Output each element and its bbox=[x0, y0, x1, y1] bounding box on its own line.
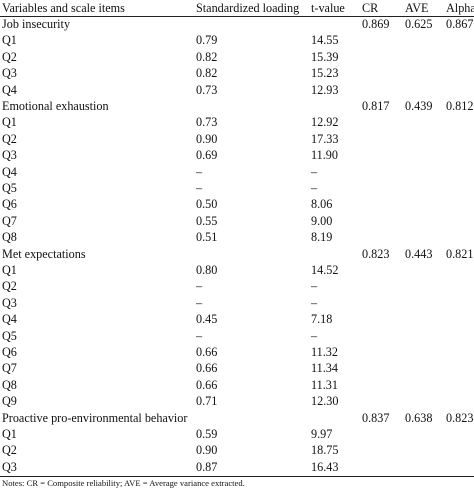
cell-t-value: 12.93 bbox=[311, 83, 339, 97]
cell-t-value: 12.30 bbox=[311, 394, 339, 408]
cell-cr: 0.869 bbox=[362, 17, 390, 31]
cell-t-value: 14.52 bbox=[311, 263, 339, 277]
cell-item: Q2 bbox=[2, 50, 17, 64]
cell-item: Q7 bbox=[2, 214, 17, 228]
cell-t-value: 15.39 bbox=[311, 50, 339, 64]
cell-t-value: 14.55 bbox=[311, 33, 339, 47]
cell-loading: 0.82 bbox=[196, 50, 218, 64]
cell-alpha: 0.821 bbox=[446, 247, 474, 261]
cell-item: Q5 bbox=[2, 181, 17, 195]
cell-loading: 0.90 bbox=[196, 443, 218, 457]
cell-loading: 0.66 bbox=[196, 378, 218, 392]
cell-loading: 0.45 bbox=[196, 312, 218, 326]
cell-alpha: 0.823 bbox=[446, 411, 474, 425]
cell-item: Q3 bbox=[2, 66, 17, 80]
header-alpha: Alpha bbox=[446, 1, 474, 15]
cell-item: Q1 bbox=[2, 263, 17, 277]
cell-alpha: 0.867 bbox=[446, 17, 474, 31]
cell-t-value: – bbox=[311, 165, 318, 179]
cell-item: Q1 bbox=[2, 115, 17, 129]
cell-loading: – bbox=[196, 329, 203, 343]
cell-item: Q6 bbox=[2, 345, 17, 359]
cell-item: Met expectations bbox=[2, 247, 86, 261]
cell-t-value: – bbox=[311, 181, 318, 195]
table-notes: Notes: CR = Composite reliability; AVE =… bbox=[2, 478, 245, 488]
cell-ave: 0.638 bbox=[405, 411, 433, 425]
cell-t-value: 9.00 bbox=[311, 214, 333, 228]
cell-item: Q2 bbox=[2, 279, 17, 293]
cell-item: Job insecurity bbox=[2, 17, 71, 31]
cell-t-value: 17.33 bbox=[311, 132, 339, 146]
cell-loading: 0.66 bbox=[196, 361, 218, 375]
cell-item: Q4 bbox=[2, 83, 17, 97]
cell-ave: 0.439 bbox=[405, 99, 433, 113]
cell-t-value: – bbox=[311, 279, 318, 293]
cell-item: Q6 bbox=[2, 197, 17, 211]
header-ave: AVE bbox=[405, 1, 429, 15]
cell-t-value: 11.90 bbox=[311, 148, 338, 162]
cell-cr: 0.837 bbox=[362, 411, 390, 425]
header-cr: CR bbox=[362, 1, 379, 15]
cell-ave: 0.625 bbox=[405, 17, 433, 31]
cell-loading: 0.55 bbox=[196, 214, 218, 228]
cell-loading: 0.87 bbox=[196, 460, 218, 474]
cell-loading: 0.90 bbox=[196, 132, 218, 146]
cell-loading: 0.59 bbox=[196, 427, 218, 441]
cell-t-value: 8.06 bbox=[311, 197, 333, 211]
cell-t-value: 11.34 bbox=[311, 361, 338, 375]
cell-item: Q2 bbox=[2, 443, 17, 457]
cell-t-value: 12.92 bbox=[311, 115, 339, 129]
cell-alpha: 0.812 bbox=[446, 99, 474, 113]
cell-item: Emotional exhaustion bbox=[2, 99, 109, 113]
cell-t-value: 11.31 bbox=[311, 378, 338, 392]
cell-loading: 0.79 bbox=[196, 33, 218, 47]
header-rule bbox=[0, 16, 474, 17]
cell-t-value: – bbox=[311, 329, 318, 343]
cell-loading: 0.71 bbox=[196, 394, 218, 408]
cell-item: Q2 bbox=[2, 132, 17, 146]
cell-loading: – bbox=[196, 181, 203, 195]
cell-item: Q7 bbox=[2, 361, 17, 375]
cell-t-value: 9.97 bbox=[311, 427, 333, 441]
cell-cr: 0.817 bbox=[362, 99, 390, 113]
cell-t-value: 7.18 bbox=[311, 312, 333, 326]
cell-item: Q8 bbox=[2, 378, 17, 392]
cell-loading: 0.80 bbox=[196, 263, 218, 277]
cell-loading: 0.73 bbox=[196, 83, 218, 97]
cell-loading: 0.82 bbox=[196, 66, 218, 80]
cell-item: Q1 bbox=[2, 33, 17, 47]
bottom-rule bbox=[0, 476, 474, 477]
cell-loading: – bbox=[196, 279, 203, 293]
cell-item: Q4 bbox=[2, 165, 17, 179]
cell-loading: 0.69 bbox=[196, 148, 218, 162]
header-standardized-loading: Standardized loading bbox=[196, 1, 300, 15]
cell-loading: – bbox=[196, 165, 203, 179]
cell-item: Proactive pro-environmental behavior bbox=[2, 411, 188, 425]
cell-item: Q3 bbox=[2, 296, 17, 310]
cell-item: Q5 bbox=[2, 329, 17, 343]
cell-loading: 0.73 bbox=[196, 115, 218, 129]
cell-t-value: 8.19 bbox=[311, 230, 333, 244]
cell-item: Q3 bbox=[2, 460, 17, 474]
cell-t-value: – bbox=[311, 296, 318, 310]
cell-loading: 0.50 bbox=[196, 197, 218, 211]
cell-loading: – bbox=[196, 296, 203, 310]
header-variables-items: Variables and scale items bbox=[2, 1, 125, 15]
cell-item: Q3 bbox=[2, 148, 17, 162]
cell-cr: 0.823 bbox=[362, 247, 390, 261]
cell-item: Q9 bbox=[2, 394, 17, 408]
cell-t-value: 15.23 bbox=[311, 66, 339, 80]
cell-item: Q4 bbox=[2, 312, 17, 326]
cell-t-value: 16.43 bbox=[311, 460, 339, 474]
cell-loading: 0.66 bbox=[196, 345, 218, 359]
cell-loading: 0.51 bbox=[196, 230, 218, 244]
cell-ave: 0.443 bbox=[405, 247, 433, 261]
cell-item: Q1 bbox=[2, 427, 17, 441]
cell-t-value: 18.75 bbox=[311, 443, 339, 457]
cell-t-value: 11.32 bbox=[311, 345, 338, 359]
cell-item: Q8 bbox=[2, 230, 17, 244]
header-t-value: t-value bbox=[311, 1, 345, 15]
